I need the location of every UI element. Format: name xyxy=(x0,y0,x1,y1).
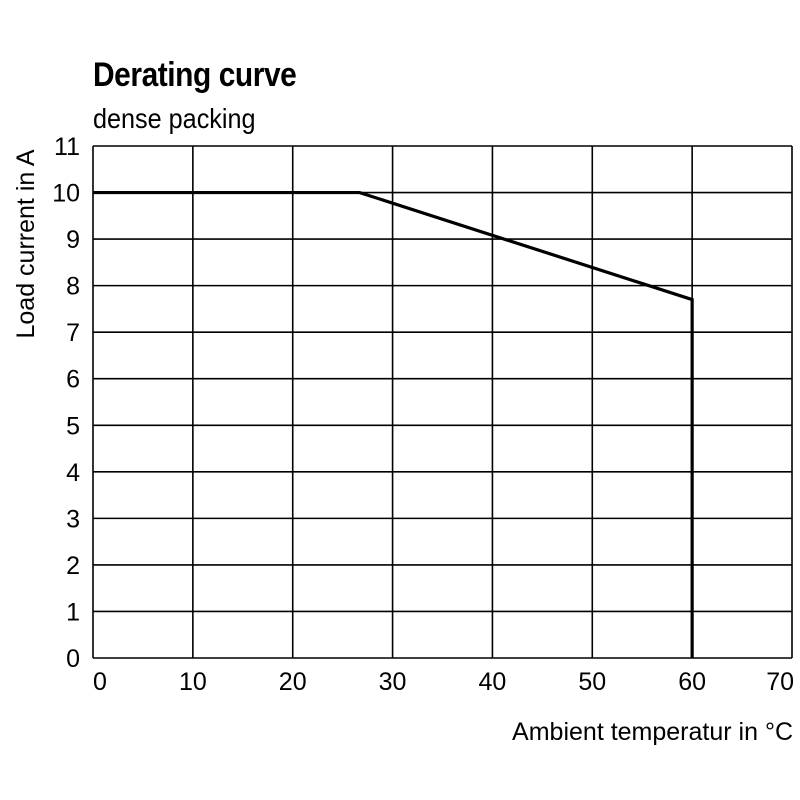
y-tick-label: 11 xyxy=(54,133,80,161)
x-tick-label: 50 xyxy=(578,668,606,696)
series-lines xyxy=(93,190,694,658)
x-axis-label: Ambient temperatur in °C xyxy=(512,718,793,746)
x-tick-label: 60 xyxy=(678,668,706,696)
y-axis-label: Load current in A xyxy=(12,149,40,338)
y-tick-label: 9 xyxy=(66,226,80,254)
x-tick-label: 30 xyxy=(379,668,407,696)
x-tick-label: 20 xyxy=(279,668,307,696)
y-tick-label: 10 xyxy=(52,180,80,208)
y-tick-label: 0 xyxy=(66,645,80,673)
y-tick-label: 1 xyxy=(66,598,80,626)
x-tick-label: 40 xyxy=(479,668,507,696)
y-tick-label: 2 xyxy=(66,552,80,580)
x-tick-label: 70 xyxy=(766,668,794,696)
grid-lines xyxy=(92,145,793,659)
y-tick-label: 8 xyxy=(66,273,80,301)
tick-labels: 0 10 20 30 40 50 60 70 0 1 2 3 4 5 6 7 8 9 10 11 xyxy=(52,133,794,696)
y-tick-label: 4 xyxy=(66,459,80,487)
series-line-0 xyxy=(93,190,694,658)
y-tick-label: 5 xyxy=(66,412,80,440)
y-tick-label: 3 xyxy=(66,505,80,533)
y-tick-label: 6 xyxy=(66,366,80,394)
x-tick-label: 10 xyxy=(179,668,207,696)
chart-subtitle: dense packing xyxy=(93,103,256,134)
x-tick-label: 0 xyxy=(93,668,107,696)
y-tick-label: 7 xyxy=(66,319,80,347)
chart-title: Derating curve xyxy=(93,56,297,94)
